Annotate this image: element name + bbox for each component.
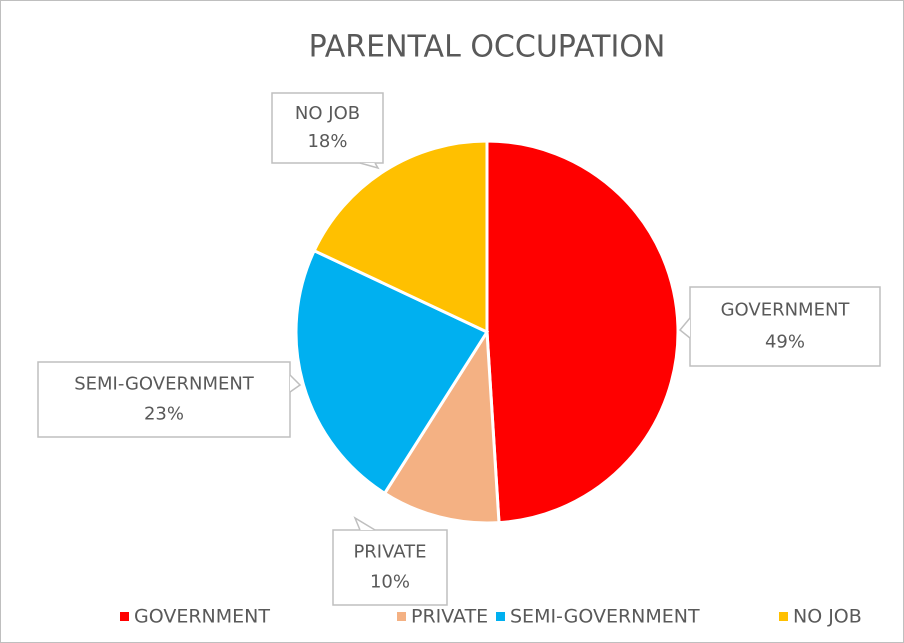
legend-label: SEMI-GOVERNMENT (510, 606, 700, 628)
chart-title: PARENTAL OCCUPATION (309, 30, 666, 65)
callout-box (271, 92, 384, 164)
pie-slice (312, 139, 489, 335)
callout-pointer (353, 516, 376, 531)
data-label-name: GOVERNMENT (721, 300, 851, 321)
data-label-name: NO JOB (295, 103, 360, 124)
legend-swatch (120, 612, 129, 621)
callout-pointer (289, 374, 302, 393)
legend-swatch (779, 612, 788, 621)
legend-label: PRIVATE (411, 606, 488, 628)
data-label: 23% (144, 404, 184, 425)
data-label: 18% (307, 131, 347, 152)
data-label: 49% (765, 331, 805, 352)
data-label-name: PRIVATE (353, 542, 426, 563)
callout-box (37, 361, 291, 438)
callout-pointer (678, 317, 691, 339)
pie-slice (485, 139, 680, 525)
callout-box (332, 529, 448, 606)
legend-swatch (496, 612, 505, 621)
data-label-name: SEMI-GOVERNMENT (74, 374, 255, 395)
legend-label: NO JOB (793, 606, 862, 628)
callout-box (689, 286, 881, 367)
legend-label: GOVERNMENT (134, 606, 270, 628)
pie-slice (294, 248, 490, 496)
legend-swatch (397, 612, 406, 621)
callout-pointer (359, 162, 380, 170)
pie-slice (382, 327, 501, 525)
data-label: 10% (370, 572, 410, 593)
